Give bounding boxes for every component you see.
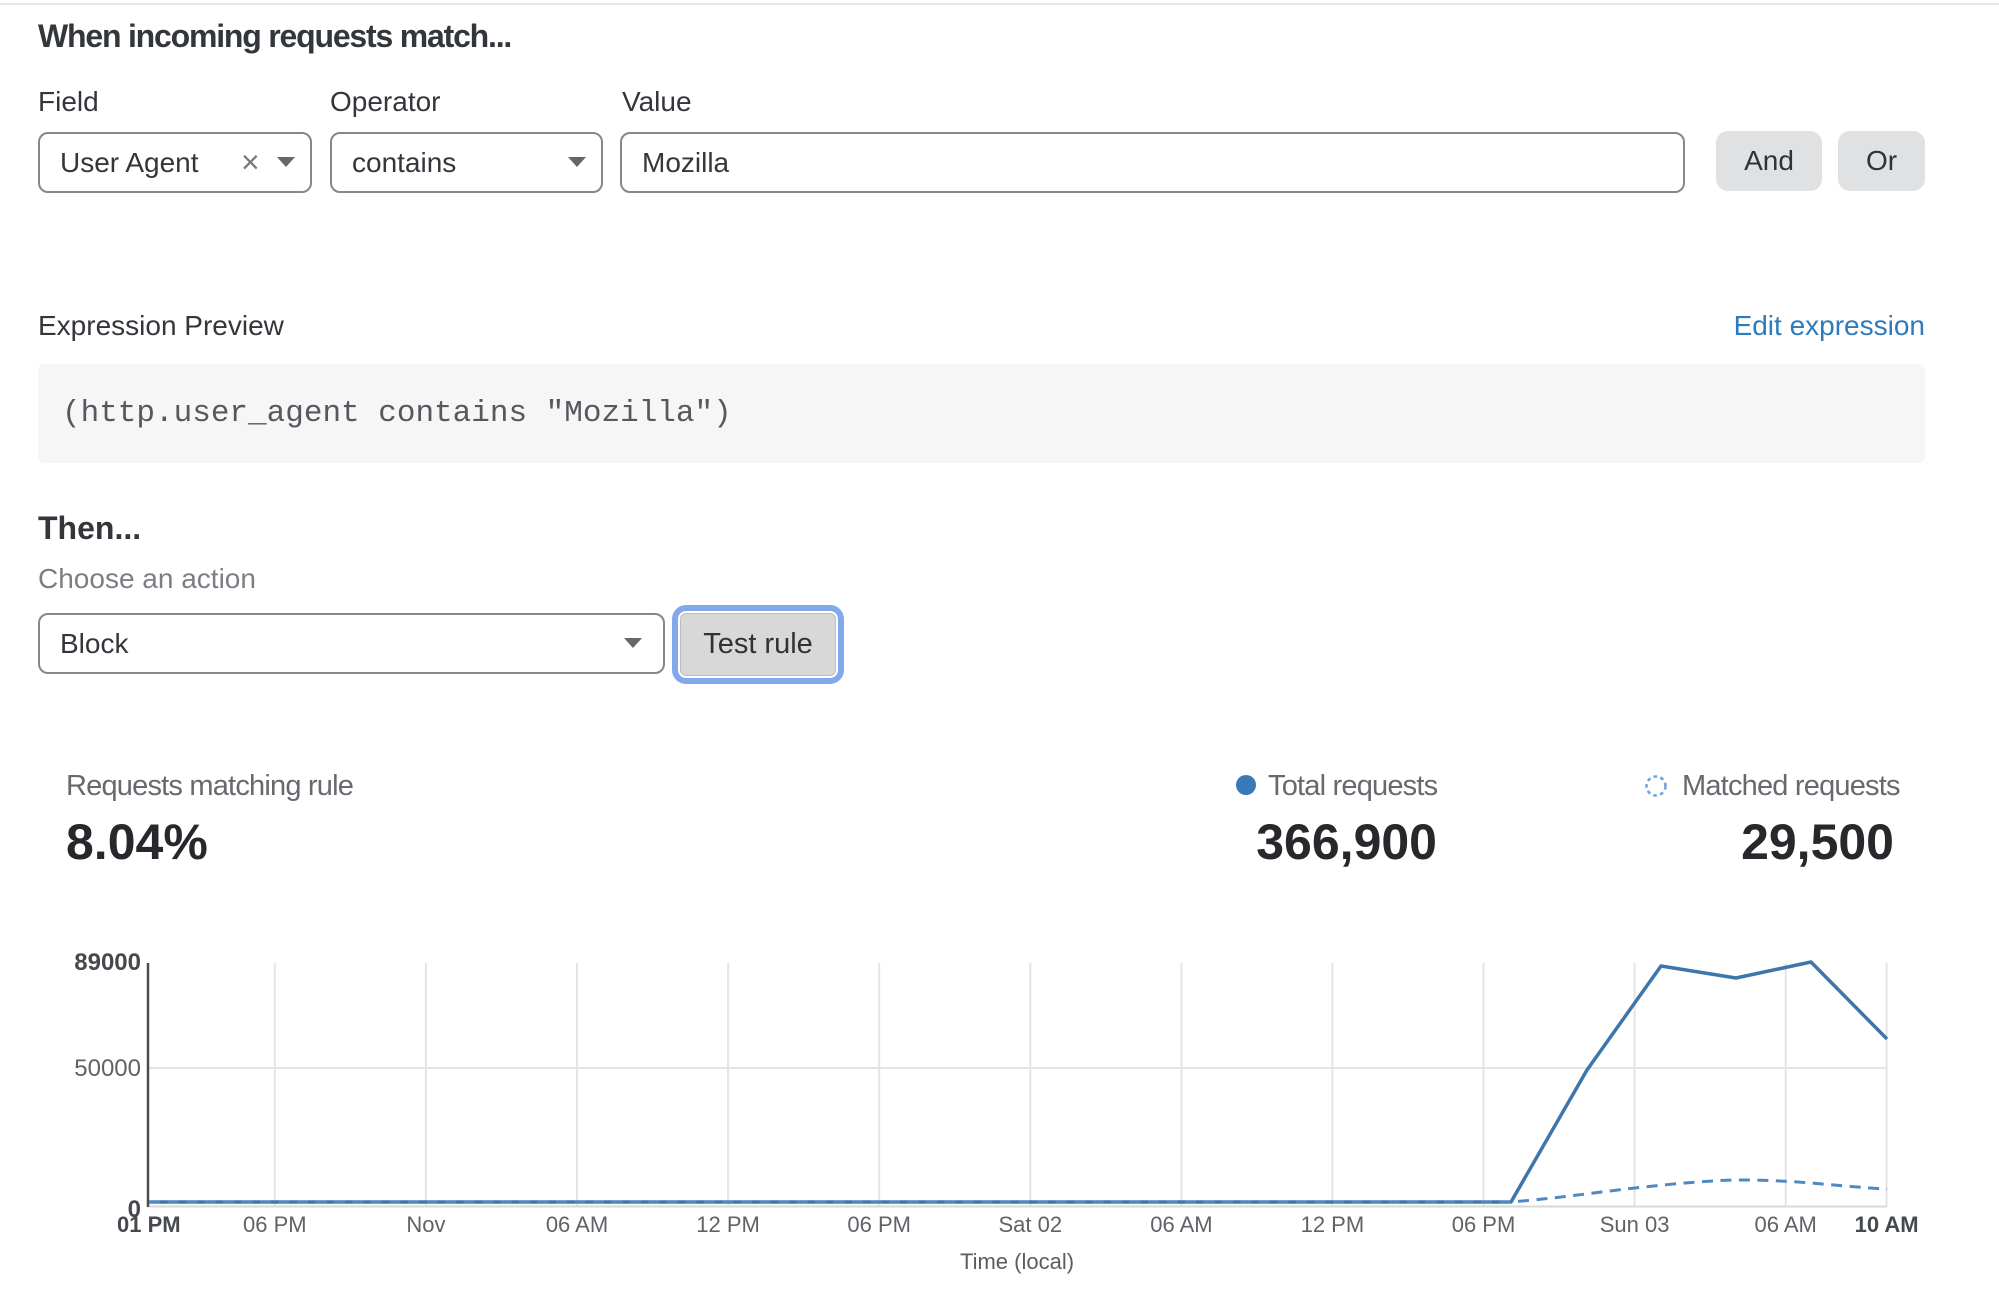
svg-text:12 PM: 12 PM [696,1212,760,1237]
svg-text:06 AM: 06 AM [546,1212,608,1237]
svg-text:06 PM: 06 PM [847,1212,911,1237]
svg-text:Sun 03: Sun 03 [1600,1212,1670,1237]
svg-text:Time (local): Time (local) [960,1249,1074,1274]
svg-text:06 AM: 06 AM [1150,1212,1212,1237]
svg-text:10 AM: 10 AM [1855,1212,1919,1237]
svg-text:06 AM: 06 AM [1755,1212,1817,1237]
svg-text:89000: 89000 [74,949,141,976]
svg-text:50000: 50000 [74,1055,141,1082]
svg-text:Sat 02: Sat 02 [998,1212,1062,1237]
svg-text:12 PM: 12 PM [1301,1212,1365,1237]
svg-text:Nov: Nov [406,1212,445,1237]
svg-text:06 PM: 06 PM [1452,1212,1516,1237]
svg-text:0: 0 [128,1196,141,1223]
svg-text:01 PM: 01 PM [117,1212,181,1237]
svg-text:06 PM: 06 PM [243,1212,307,1237]
